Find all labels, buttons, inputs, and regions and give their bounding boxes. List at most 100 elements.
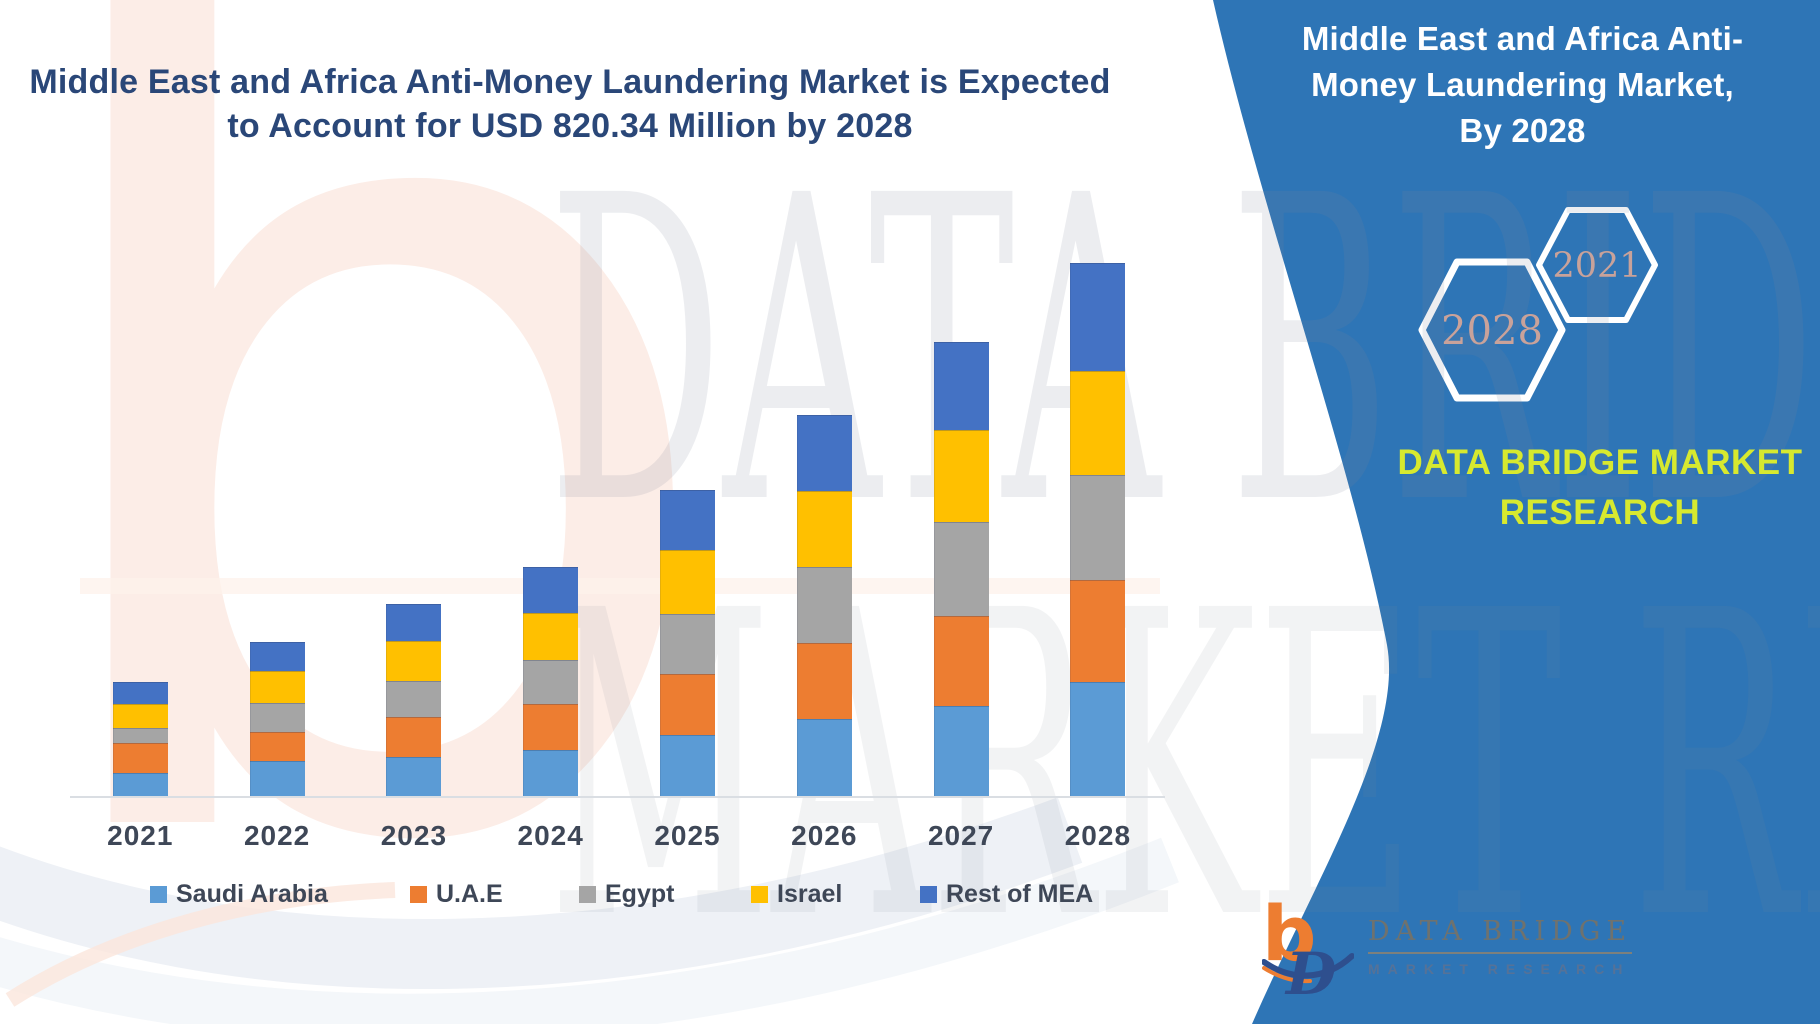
segment-saudi-arabia-2023 (386, 757, 442, 796)
segment-israel-2023 (386, 641, 442, 681)
stacked-bar-chart: 2021 2022 2023 2024 2025 2026 2027 2028 Saudi Ar… (70, 263, 1165, 909)
segment-u-a-e-2027 (933, 616, 989, 706)
x-label-2028: 2028 (1064, 820, 1132, 851)
segment-rest-of-mea-2027 (933, 342, 989, 430)
segment-egypt-2024 (523, 660, 579, 704)
company-logo-subtitle: MARKET RESEARCH (1368, 961, 1631, 977)
bar-2025 (660, 490, 715, 796)
hexagon-2028-label: 2028 (1441, 308, 1543, 354)
legend-swatch-egypt (579, 886, 596, 903)
legend-label: Egypt (605, 880, 675, 908)
legend-item-saudi-arabia: Saudi Arabia (150, 880, 328, 909)
side-panel-title-line2: Money Laundering Market, (1311, 66, 1734, 103)
segment-saudi-arabia-2021 (112, 773, 168, 796)
segment-israel-2024 (523, 613, 579, 660)
legend-item-rest-of-mea: Rest of MEA (920, 880, 1093, 909)
segment-israel-2025 (660, 550, 715, 614)
segment-rest-of-mea-2024 (523, 567, 579, 613)
hexagon-2021-label: 2021 (1552, 246, 1642, 286)
hexagon-2028 (1418, 258, 1566, 402)
segment-saudi-arabia-2028 (1070, 682, 1126, 796)
x-label-2025: 2025 (654, 820, 721, 851)
legend-swatch-rest-of-mea (920, 886, 937, 903)
segment-egypt-2026 (796, 567, 852, 643)
brand-text-line1: DATA BRIDGE MARKET (1397, 443, 1803, 482)
svg-text:D: D (1284, 940, 1336, 998)
segment-saudi-arabia-2022 (249, 761, 305, 796)
page-title: Middle East and Africa Anti-Money Launde… (0, 60, 1140, 148)
pink-b-watermark: b (6, 0, 736, 1024)
hexagon-2021 (1536, 207, 1658, 323)
side-panel-title-line3: By 2028 (1459, 112, 1586, 149)
segment-u-a-e-2028 (1070, 580, 1126, 682)
watermark-text-line2: MARKET RESEARCH (548, 523, 1820, 1012)
segment-israel-2021 (112, 704, 168, 728)
x-label-2022: 2022 (243, 820, 311, 851)
side-panel-title-line1: Middle East and Africa Anti- (1301, 20, 1744, 57)
segment-rest-of-mea-2023 (386, 604, 442, 641)
segment-egypt-2025 (660, 614, 715, 674)
bar-2023 (386, 604, 442, 796)
bar-2028 (1070, 263, 1126, 796)
segment-rest-of-mea-2021 (112, 682, 168, 704)
bar-2027 (933, 342, 989, 796)
x-label-2026: 2026 (791, 820, 858, 851)
segment-israel-2022 (249, 671, 305, 703)
segment-rest-of-mea-2026 (796, 415, 852, 491)
swoosh-watermark (0, 797, 1179, 1024)
legend-label: Israel (777, 880, 843, 908)
legend-swatch-u-a-e (410, 886, 427, 903)
segment-u-a-e-2022 (249, 732, 305, 761)
company-logo-name: DATA BRIDGE (1368, 916, 1633, 954)
page-title-line1: Middle East and Africa Anti-Money Launde… (29, 63, 1111, 101)
segment-egypt-2021 (112, 728, 168, 743)
segment-rest-of-mea-2025 (660, 490, 715, 550)
segment-egypt-2028 (1070, 475, 1126, 580)
segment-saudi-arabia-2024 (523, 750, 579, 796)
legend-label: U.A.E (436, 880, 503, 908)
legend-swatch-israel (751, 886, 768, 903)
x-label-2027: 2027 (927, 820, 995, 851)
segment-u-a-e-2024 (523, 704, 579, 750)
bar-2021 (112, 682, 168, 796)
side-panel-title: Middle East and Africa Anti- Money Laund… (1235, 16, 1810, 154)
bar-2024 (523, 567, 579, 796)
segment-israel-2027 (933, 430, 989, 522)
legend-swatch-saudi-arabia (150, 886, 167, 903)
segment-rest-of-mea-2022 (249, 642, 305, 671)
x-label-2023: 2023 (380, 820, 448, 851)
legend-label: Rest of MEA (946, 880, 1094, 908)
legend-item-israel: Israel (751, 880, 842, 909)
side-panel-shape (1213, 0, 1820, 1024)
segment-israel-2028 (1070, 371, 1126, 475)
segment-egypt-2023 (386, 681, 442, 717)
brand-text-line2: RESEARCH (1499, 493, 1701, 532)
segment-saudi-arabia-2025 (660, 735, 715, 796)
company-logo-icon: b D (1262, 900, 1354, 998)
segment-israel-2026 (796, 491, 852, 567)
segment-u-a-e-2025 (660, 674, 715, 735)
x-label-2021: 2021 (107, 820, 174, 851)
segment-u-a-e-2023 (386, 717, 442, 757)
page-title-line2: to Account for USD 820.34 Million by 202… (227, 107, 913, 145)
bar-2026 (796, 415, 852, 796)
segment-egypt-2022 (249, 703, 305, 732)
company-logo: b D DATA BRIDGE MARKET RESEARCH (1262, 900, 1633, 998)
segment-saudi-arabia-2026 (796, 719, 852, 796)
segment-u-a-e-2026 (796, 643, 852, 719)
segment-saudi-arabia-2027 (933, 706, 989, 796)
brand-text: DATA BRIDGE MARKET RESEARCH (1380, 438, 1820, 538)
legend-label: Saudi Arabia (176, 880, 328, 908)
x-axis-line (70, 796, 1165, 798)
legend-item-egypt: Egypt (579, 880, 674, 909)
segment-u-a-e-2021 (112, 743, 168, 773)
segment-rest-of-mea-2028 (1070, 263, 1126, 371)
pink-band-watermark (80, 578, 1160, 594)
segment-egypt-2027 (933, 522, 989, 616)
x-label-2024: 2024 (517, 820, 584, 851)
watermark-text-line1: DATA BRIDGE (548, 108, 1820, 597)
legend-item-u-a-e: U.A.E (410, 880, 503, 909)
bar-2022 (249, 642, 305, 796)
